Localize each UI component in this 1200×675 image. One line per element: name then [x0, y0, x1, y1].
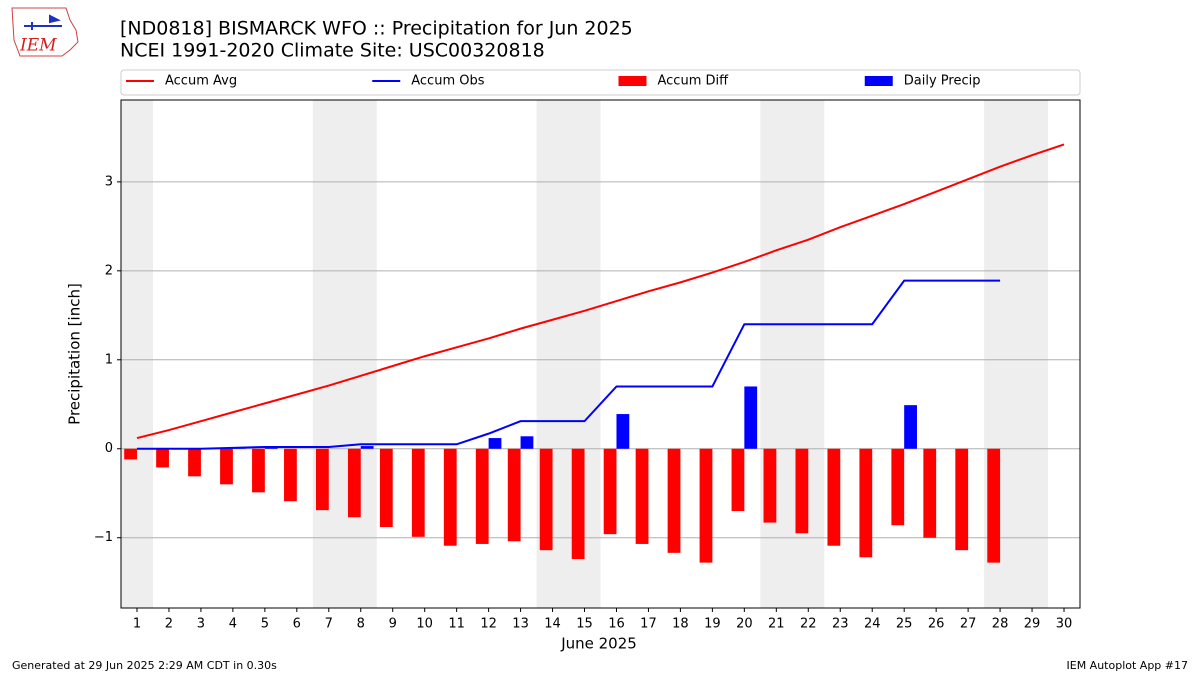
bar [763, 448, 777, 523]
x-tick-label: 6 [293, 617, 301, 632]
bar [731, 448, 745, 512]
bar [443, 448, 457, 546]
bar [667, 448, 681, 553]
bar [859, 448, 873, 558]
bar [987, 448, 1001, 563]
bar [360, 446, 374, 449]
x-tick-label: 24 [864, 617, 881, 632]
x-tick-label: 14 [544, 617, 561, 632]
x-tick-label: 11 [448, 617, 465, 632]
bar [635, 448, 649, 544]
x-tick-label: 27 [960, 617, 977, 632]
legend-label: Accum Diff [658, 74, 730, 89]
bar [827, 448, 841, 546]
bar [891, 448, 905, 526]
x-tick-label: 26 [928, 617, 945, 632]
chart-subtitle: NCEI 1991-2020 Climate Site: USC00320818 [120, 40, 545, 62]
line [136, 279, 1001, 450]
legend-box [120, 69, 1081, 96]
shaded-range [312, 100, 377, 608]
logo-icon [24, 14, 62, 30]
bar [488, 438, 502, 449]
bar [220, 448, 233, 485]
x-tick-label: 18 [672, 617, 689, 632]
logo: IEM [11, 7, 79, 57]
logo-text: IEM [19, 36, 57, 56]
bar [252, 448, 265, 493]
y-tick-label: 0 [105, 441, 113, 456]
x-axis-label: June 2025 [560, 635, 637, 653]
bar [923, 448, 937, 538]
legend-label: Daily Precip [904, 74, 981, 89]
bar [616, 414, 630, 449]
footer-right: IEM Autoplot App #17 [1067, 659, 1189, 672]
x-tick-label: 22 [800, 617, 817, 632]
bar [603, 448, 617, 535]
chart-title: [ND0818] BISMARCK WFO :: Precipitation f… [120, 18, 633, 40]
bar [411, 448, 425, 537]
x-tick-label: 16 [608, 617, 625, 632]
y-tick-label: −1 [94, 530, 113, 545]
x-tick-label: 2 [165, 617, 173, 632]
plot-frame [120, 99, 1081, 609]
x-tick-label: 17 [640, 617, 657, 632]
x-tick-label: 1 [133, 617, 141, 632]
bar [699, 448, 713, 563]
bar [539, 448, 553, 551]
x-tick-label: 25 [896, 617, 913, 632]
x-tick-label: 20 [736, 617, 753, 632]
x-tick-label: 21 [768, 617, 785, 632]
bar [156, 448, 169, 468]
x-tick-label: 23 [832, 617, 849, 632]
bar [124, 448, 137, 460]
y-tick-label: 3 [105, 174, 113, 189]
bar [744, 386, 758, 449]
bar [264, 447, 278, 449]
bar [347, 448, 361, 518]
bar [188, 448, 201, 477]
bar [379, 448, 393, 528]
x-tick-label: 30 [1056, 617, 1073, 632]
y-axis-label: Precipitation [inch] [66, 283, 84, 425]
shaded-range [121, 100, 153, 608]
bar [571, 448, 585, 560]
x-tick-label: 19 [704, 617, 721, 632]
legend-swatch [618, 76, 647, 86]
bar [284, 448, 297, 502]
bar [795, 448, 809, 534]
x-tick-label: 10 [416, 617, 433, 632]
x-tick-label: 4 [229, 617, 237, 632]
bar [520, 436, 534, 449]
bar [507, 448, 521, 542]
bar [315, 448, 329, 511]
shaded-range [760, 100, 825, 608]
legend-label: Accum Avg [165, 74, 237, 89]
bar [904, 405, 917, 449]
line [136, 143, 1065, 440]
x-tick-label: 5 [261, 617, 269, 632]
x-tick-label: 8 [357, 617, 365, 632]
legend-swatch [864, 76, 893, 86]
y-tick-label: 1 [105, 352, 113, 367]
x-tick-label: 12 [480, 617, 497, 632]
x-tick-label: 13 [512, 617, 529, 632]
x-tick-label: 9 [389, 617, 397, 632]
x-tick-label: 3 [197, 617, 205, 632]
x-tick-label: 29 [1024, 617, 1041, 632]
footer-left: Generated at 29 Jun 2025 2:29 AM CDT in … [12, 659, 277, 672]
logo-outline [11, 7, 79, 57]
bar [475, 448, 489, 544]
x-tick-label: 15 [576, 617, 593, 632]
legend-label: Accum Obs [411, 74, 484, 89]
y-tick-label: 2 [105, 263, 113, 278]
bar [955, 448, 969, 551]
x-tick-label: 7 [325, 617, 333, 632]
x-tick-label: 28 [992, 617, 1009, 632]
